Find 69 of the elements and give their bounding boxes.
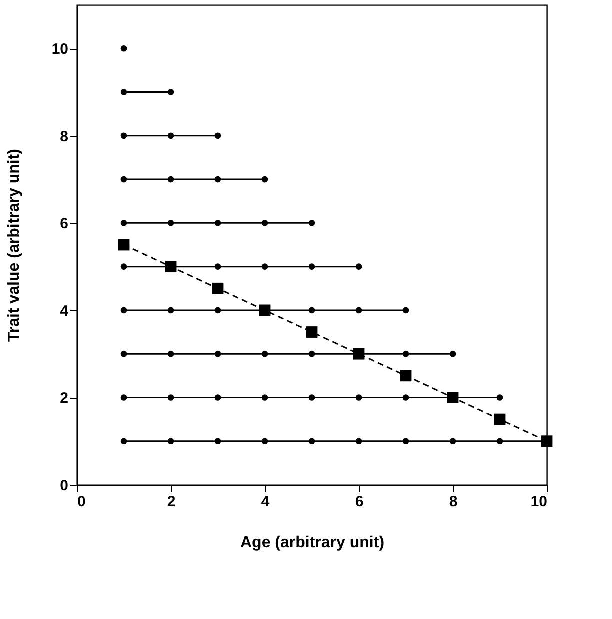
point — [168, 176, 174, 183]
y-tick-label: 0 — [60, 478, 68, 494]
point — [120, 394, 128, 401]
point — [120, 89, 128, 96]
x-tick-label: 6 — [355, 494, 364, 510]
point — [214, 220, 222, 226]
y-tick-label: 2 — [60, 390, 68, 408]
point — [494, 414, 506, 426]
point — [120, 438, 128, 445]
point — [168, 307, 174, 314]
point — [120, 264, 128, 270]
point — [262, 220, 268, 226]
point — [308, 307, 316, 314]
point — [214, 350, 222, 358]
x-tick-label: 10 — [530, 494, 548, 510]
point — [306, 326, 318, 338]
x-tick-label: 4 — [261, 494, 270, 510]
point — [402, 350, 410, 358]
point — [214, 438, 222, 445]
point — [400, 370, 412, 382]
x-axis-title: Age (arbitrary unit) — [240, 534, 385, 552]
y-tick-label: 6 — [60, 216, 68, 233]
point — [356, 438, 362, 445]
point — [356, 394, 362, 401]
point — [120, 176, 128, 183]
point — [356, 264, 362, 270]
point — [214, 176, 222, 183]
point — [262, 176, 268, 183]
point — [450, 438, 456, 445]
point — [262, 394, 268, 401]
point — [356, 307, 362, 314]
point — [402, 438, 410, 445]
point — [168, 132, 174, 140]
y-tick-label: 8 — [60, 128, 68, 146]
point — [308, 438, 316, 445]
point — [214, 264, 222, 270]
point — [308, 220, 316, 226]
point — [450, 350, 456, 358]
y-axis-title: Trait value (arbitrary unit) — [6, 149, 23, 342]
point — [120, 220, 128, 226]
point — [168, 89, 174, 96]
point — [214, 394, 222, 401]
point — [496, 394, 504, 401]
point — [120, 350, 128, 358]
point — [308, 264, 316, 270]
point — [262, 438, 268, 445]
point — [262, 350, 268, 358]
x-tick-label: 2 — [167, 494, 176, 510]
point — [168, 438, 174, 445]
point — [118, 239, 130, 251]
point — [168, 394, 174, 401]
point — [308, 350, 316, 358]
point — [120, 45, 128, 52]
point — [168, 220, 174, 226]
point — [214, 132, 222, 140]
y-tick-label: 10 — [52, 41, 68, 58]
point — [120, 307, 128, 314]
x-tick-label: 8 — [449, 494, 458, 510]
point — [402, 307, 410, 314]
point — [402, 394, 410, 401]
point — [212, 282, 224, 294]
x-tick-label: 0 — [78, 494, 86, 510]
point — [308, 394, 316, 401]
point — [262, 264, 268, 270]
point — [120, 132, 128, 140]
y-tick-label: 4 — [60, 302, 70, 320]
point — [214, 307, 222, 314]
point — [496, 438, 504, 445]
point — [168, 350, 174, 358]
